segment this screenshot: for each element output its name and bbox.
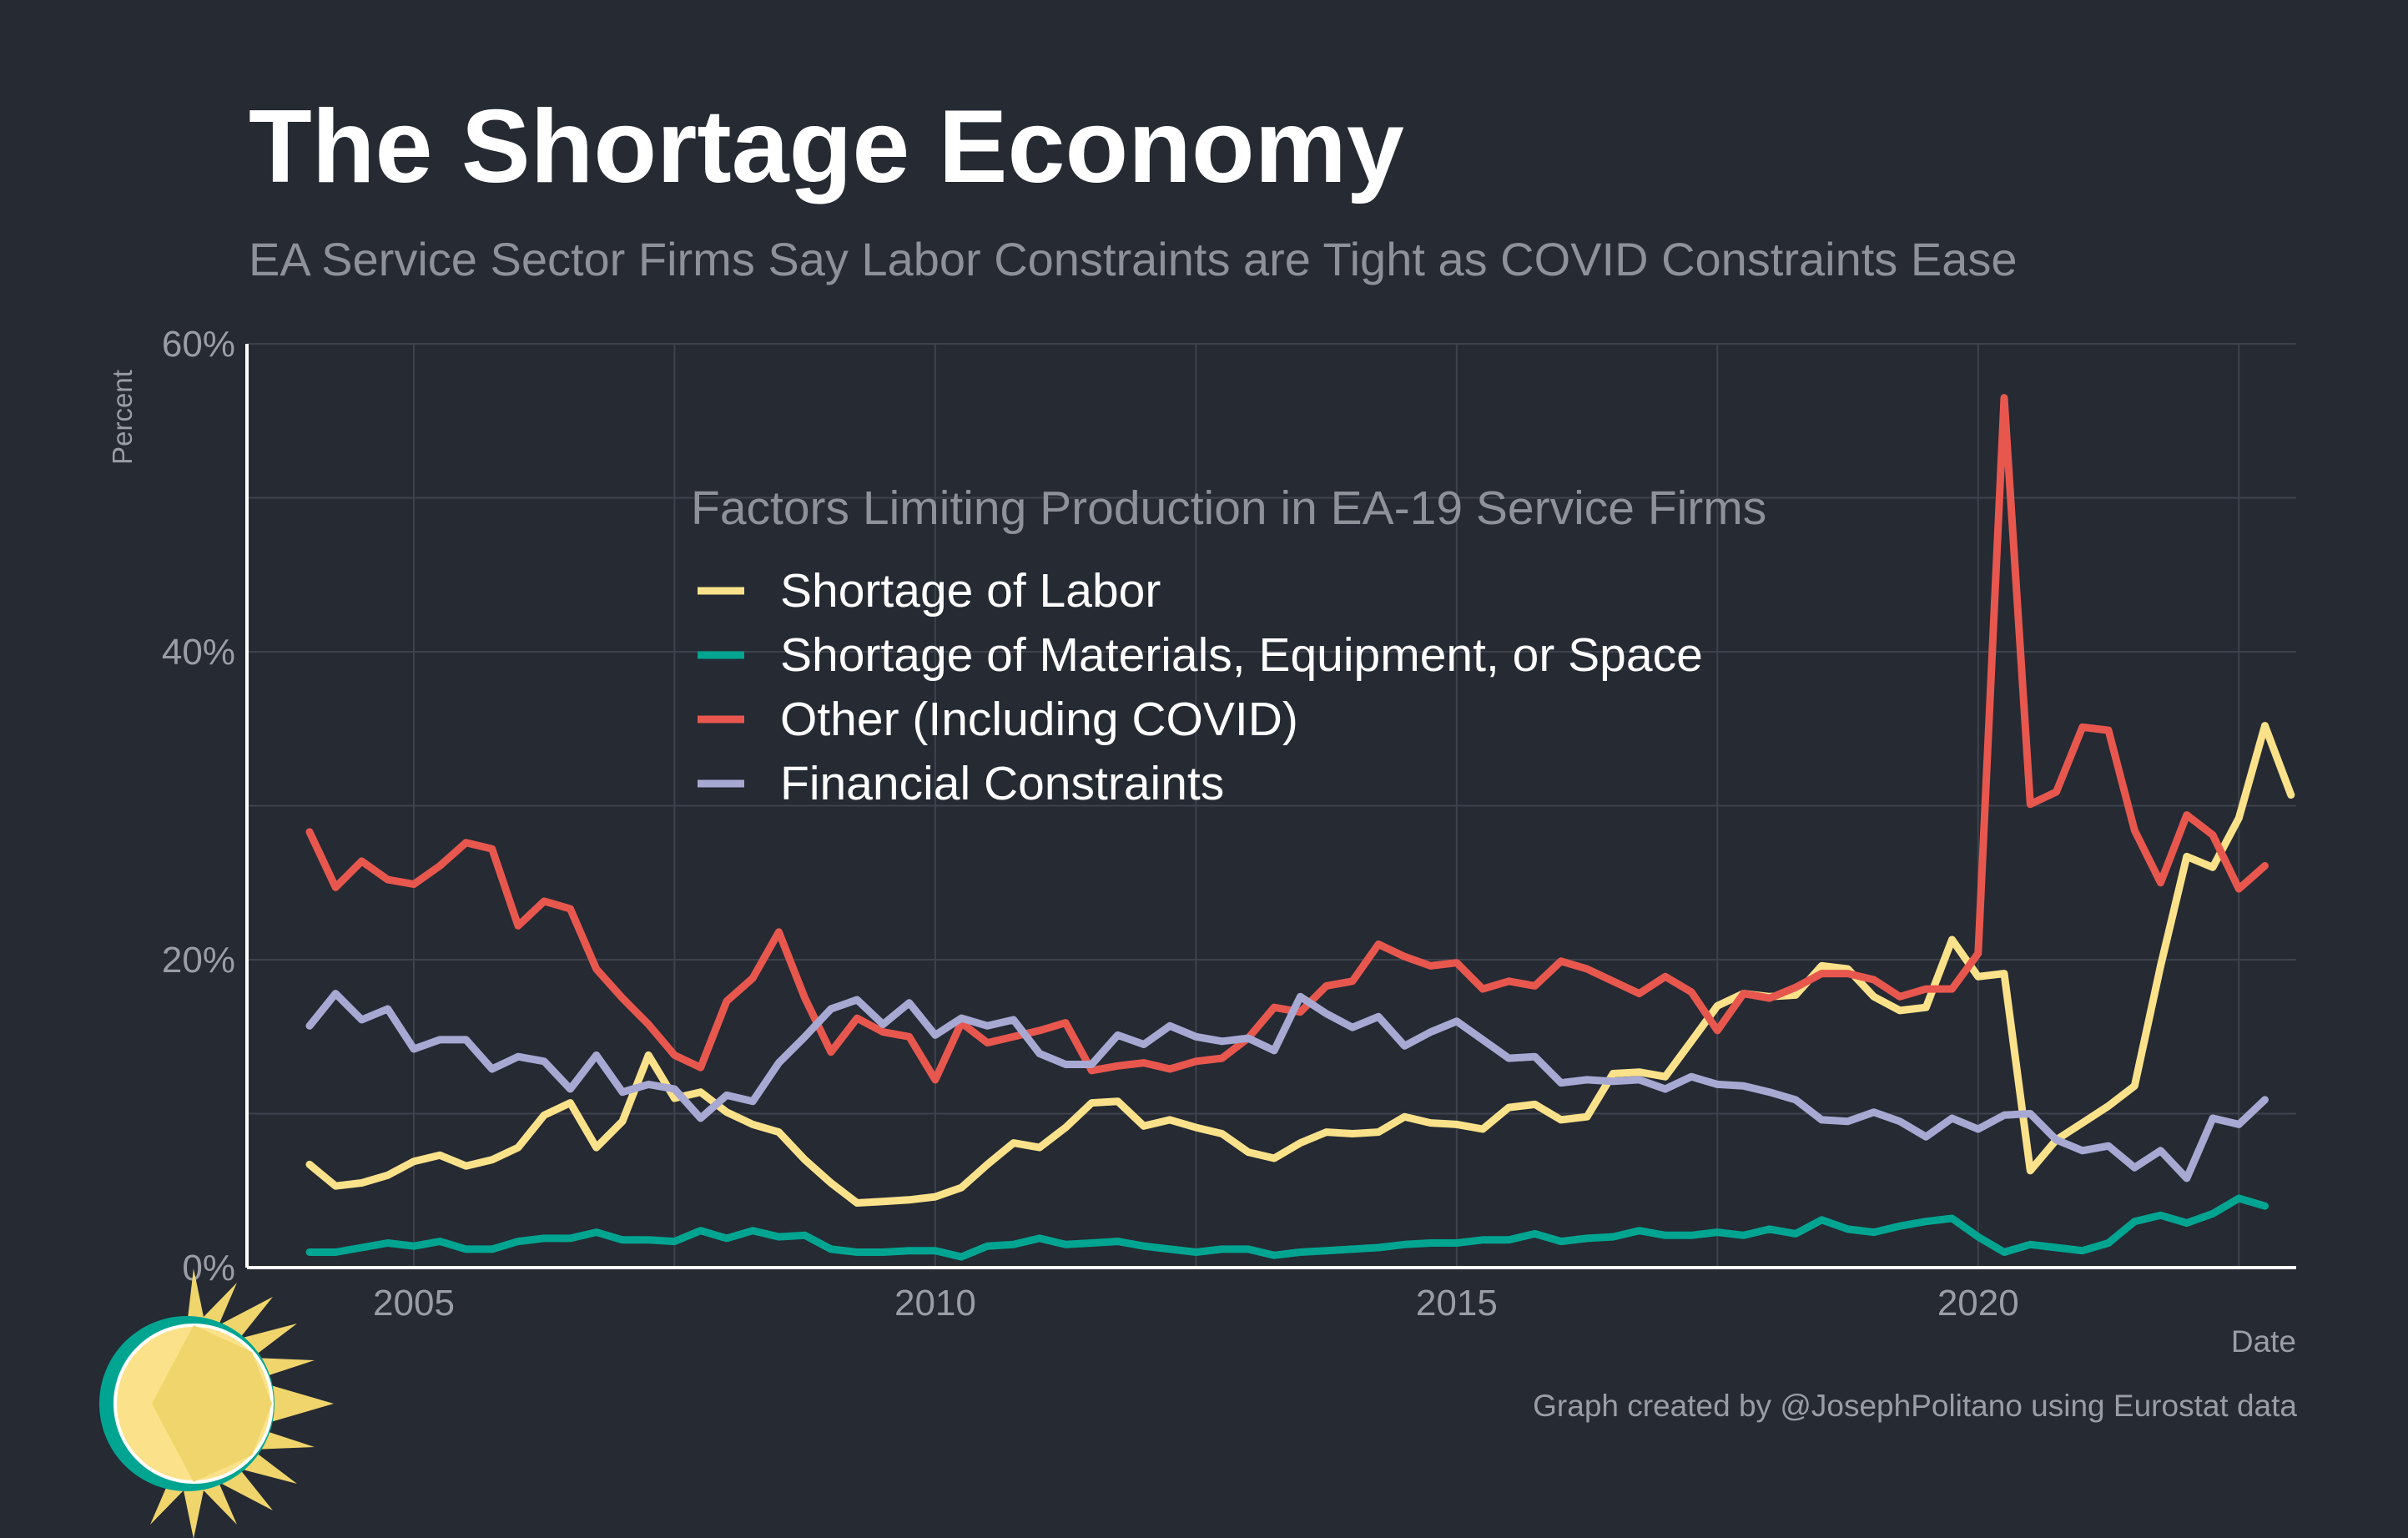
- legend-title: Factors Limiting Production in EA-19 Ser…: [691, 482, 1766, 535]
- chart-title: The Shortage Economy: [249, 89, 1404, 204]
- x-tick-label: 2005: [373, 1283, 455, 1324]
- source-caption: Graph created by @JosephPolitano using E…: [1533, 1389, 2297, 1423]
- y-axis-label: Percent: [107, 370, 138, 465]
- legend: Factors Limiting Production in EA-19 Ser…: [691, 482, 1766, 810]
- chart-subtitle: EA Service Sector Firms Say Labor Constr…: [249, 233, 2018, 285]
- x-axis-label: Date: [2231, 1324, 2296, 1359]
- x-tick-label: 2010: [894, 1283, 976, 1324]
- y-tick-label: 40%: [162, 632, 235, 673]
- y-tick-label: 0%: [182, 1248, 235, 1288]
- y-tick-label: 60%: [162, 324, 235, 365]
- legend-label: Shortage of Materials, Equipment, or Spa…: [780, 628, 1703, 682]
- axes: [245, 344, 2296, 1269]
- legend-label: Shortage of Labor: [780, 564, 1161, 618]
- series-line-shortage-of-materials-equipment-or-space: [305, 1194, 2269, 1261]
- y-tick-label: 20%: [162, 940, 235, 981]
- sun-logo-icon: [99, 1268, 334, 1538]
- series-line-shortage-of-labor: [305, 722, 2295, 1207]
- x-tick-label: 2015: [1416, 1283, 1498, 1324]
- series-line-other-including-covid: [305, 394, 2269, 1084]
- legend-label: Other (Including COVID): [780, 693, 1298, 746]
- series-line-financial-constraints: [305, 990, 2269, 1182]
- series-lines: [305, 394, 2295, 1261]
- gridlines: [247, 343, 2296, 1268]
- x-tick-label: 2020: [1937, 1283, 2019, 1324]
- legend-label: Financial Constraints: [780, 757, 1224, 810]
- tick-labels: 0% 20% 40% 60% 2005 2010 2015 2020: [162, 324, 2019, 1324]
